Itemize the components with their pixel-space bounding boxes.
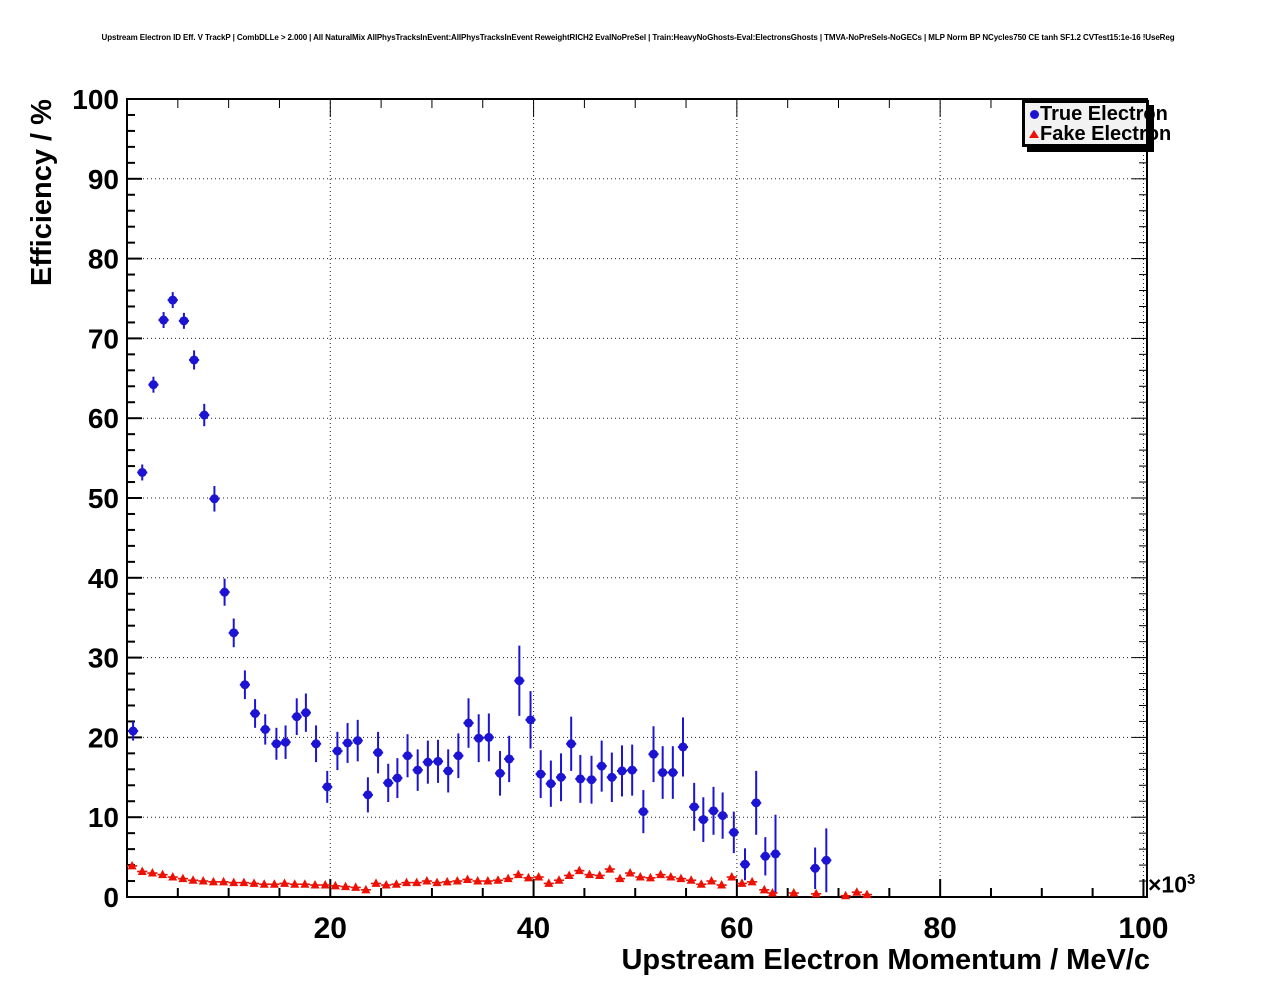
axis-ticks xyxy=(127,99,1147,897)
svg-text:100: 100 xyxy=(72,84,119,115)
svg-text:20: 20 xyxy=(314,912,347,945)
svg-text:20: 20 xyxy=(88,722,119,753)
true-electron-marker-icon xyxy=(1028,109,1040,119)
y-axis-title: Efficiency / % xyxy=(26,99,58,286)
svg-text:60: 60 xyxy=(720,912,753,945)
series-true-electron xyxy=(128,292,832,894)
svg-text:50: 50 xyxy=(88,483,119,514)
plot-title: Upstream Electron ID Eff. V TrackP | Com… xyxy=(101,33,1175,42)
svg-text:80: 80 xyxy=(923,912,956,945)
series-fake-electron xyxy=(127,860,873,900)
svg-text:90: 90 xyxy=(88,164,119,195)
legend-box: True Electron Fake Electron xyxy=(1022,100,1171,147)
x-axis-scale-exponent: ×103 xyxy=(1148,871,1195,899)
legend-label-fake-electron: Fake Electron xyxy=(1040,123,1172,145)
x-tick-labels: 20 40 60 80 100 xyxy=(314,912,1169,945)
svg-text:40: 40 xyxy=(517,912,550,945)
legend-entry-true-electron: True Electron xyxy=(1025,104,1168,124)
x-scale-exp: 3 xyxy=(1187,871,1196,888)
x-axis-title: Upstream Electron Momentum / MeV/c xyxy=(621,944,1150,976)
legend-entry-fake-electron: Fake Electron xyxy=(1025,124,1171,144)
legend-label-true-electron: True Electron xyxy=(1040,103,1168,125)
fake-electron-marker-icon xyxy=(1028,130,1040,138)
svg-text:100: 100 xyxy=(1118,912,1168,945)
svg-text:80: 80 xyxy=(88,244,119,275)
y-tick-labels: 0 10 20 30 40 50 60 70 80 90 100 xyxy=(72,84,119,913)
svg-text:40: 40 xyxy=(88,563,119,594)
svg-text:30: 30 xyxy=(88,643,119,674)
svg-text:0: 0 xyxy=(103,882,119,913)
svg-text:10: 10 xyxy=(88,802,119,833)
gridlines xyxy=(127,99,1147,897)
x-scale-base: ×10 xyxy=(1148,871,1188,898)
svg-text:70: 70 xyxy=(88,323,119,354)
svg-text:60: 60 xyxy=(88,403,119,434)
